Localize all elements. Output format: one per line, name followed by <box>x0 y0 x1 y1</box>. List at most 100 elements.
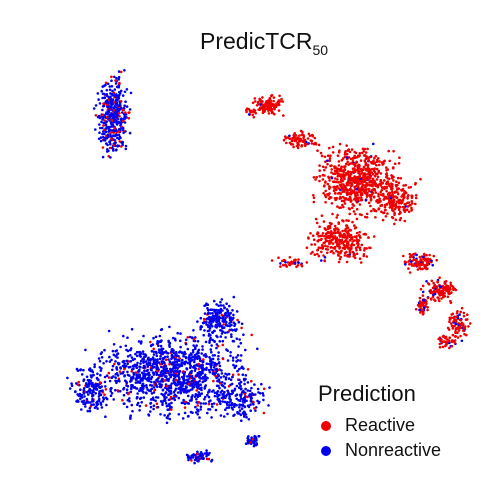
point-nonreactive <box>129 365 132 369</box>
point-reactive <box>190 459 193 462</box>
point-reactive <box>221 343 225 347</box>
point-reactive <box>369 204 372 208</box>
point-nonreactive <box>98 102 102 105</box>
point-reactive <box>360 186 364 189</box>
point-nonreactive <box>223 400 227 404</box>
point-reactive <box>195 389 199 392</box>
point-reactive <box>359 261 363 264</box>
point-nonreactive <box>238 406 241 409</box>
point-reactive <box>399 211 402 215</box>
point-reactive <box>367 201 371 205</box>
point-nonreactive <box>140 401 143 404</box>
point-reactive <box>221 357 225 361</box>
point-reactive <box>326 251 329 255</box>
point-nonreactive <box>230 382 234 386</box>
point-nonreactive <box>74 390 77 394</box>
point-nonreactive <box>106 113 109 116</box>
point-reactive <box>449 283 453 287</box>
point-nonreactive <box>101 132 104 136</box>
point-reactive <box>432 254 436 258</box>
point-nonreactive <box>80 373 84 376</box>
point-nonreactive <box>207 395 211 399</box>
point-reactive <box>408 255 412 259</box>
point-reactive <box>449 299 452 303</box>
point-reactive <box>392 209 395 213</box>
point-reactive <box>303 144 307 148</box>
point-nonreactive <box>216 390 220 393</box>
point-reactive <box>358 203 362 206</box>
point-reactive <box>101 113 105 117</box>
point-nonreactive <box>184 342 188 346</box>
point-reactive <box>332 189 336 192</box>
point-reactive <box>422 257 426 261</box>
point-nonreactive <box>190 353 193 356</box>
point-reactive <box>318 179 321 183</box>
point-nonreactive <box>116 98 119 102</box>
point-nonreactive <box>126 336 129 340</box>
point-reactive <box>466 318 469 321</box>
point-reactive <box>320 250 323 254</box>
legend-item-nonreactive: Nonreactive <box>318 438 441 463</box>
point-reactive <box>323 174 326 177</box>
point-nonreactive <box>118 135 122 139</box>
point-nonreactive <box>191 348 195 352</box>
point-nonreactive <box>207 368 211 372</box>
point-nonreactive <box>221 339 225 343</box>
point-reactive <box>99 381 103 385</box>
point-reactive <box>334 192 337 195</box>
point-reactive <box>367 236 370 239</box>
point-reactive <box>332 251 335 255</box>
point-nonreactive <box>161 401 164 405</box>
point-nonreactive <box>124 144 128 148</box>
point-nonreactive <box>92 389 95 392</box>
point-nonreactive <box>219 376 223 379</box>
point-nonreactive <box>111 368 114 372</box>
point-reactive <box>370 183 373 187</box>
point-nonreactive <box>108 88 112 92</box>
point-reactive <box>354 169 357 172</box>
point-reactive <box>357 243 360 247</box>
point-nonreactive <box>117 78 120 81</box>
point-nonreactive <box>211 357 215 361</box>
point-reactive <box>356 193 359 197</box>
point-reactive <box>335 180 338 184</box>
point-reactive <box>340 249 343 253</box>
point-nonreactive <box>122 131 125 135</box>
point-nonreactive <box>211 320 215 323</box>
point-nonreactive <box>159 354 162 358</box>
point-nonreactive <box>203 329 206 332</box>
point-nonreactive <box>231 318 234 321</box>
point-reactive <box>447 339 450 343</box>
point-nonreactive <box>176 331 179 335</box>
point-reactive <box>340 179 344 182</box>
point-nonreactive <box>102 105 105 108</box>
point-reactive <box>118 140 121 143</box>
point-reactive <box>302 133 305 137</box>
point-reactive <box>349 233 353 237</box>
point-reactive <box>106 103 109 107</box>
point-nonreactive <box>68 387 72 390</box>
point-reactive <box>207 402 211 406</box>
point-reactive <box>404 183 408 187</box>
point-nonreactive <box>254 438 257 441</box>
point-reactive <box>168 362 171 366</box>
point-nonreactive <box>209 357 212 361</box>
point-reactive <box>114 79 117 82</box>
point-nonreactive <box>157 344 160 348</box>
point-reactive <box>363 232 367 236</box>
point-nonreactive <box>167 370 170 373</box>
point-reactive <box>317 143 321 147</box>
point-nonreactive <box>144 360 148 363</box>
point-nonreactive <box>208 338 212 341</box>
point-reactive <box>414 181 417 185</box>
point-nonreactive <box>146 368 149 372</box>
point-reactive <box>110 75 113 79</box>
point-reactive <box>453 341 457 345</box>
point-reactive <box>460 306 464 310</box>
point-reactive <box>365 212 369 216</box>
point-nonreactive <box>207 408 210 411</box>
point-reactive <box>279 265 282 268</box>
point-reactive <box>388 194 391 198</box>
point-reactive <box>336 154 340 157</box>
point-nonreactive <box>279 262 282 265</box>
